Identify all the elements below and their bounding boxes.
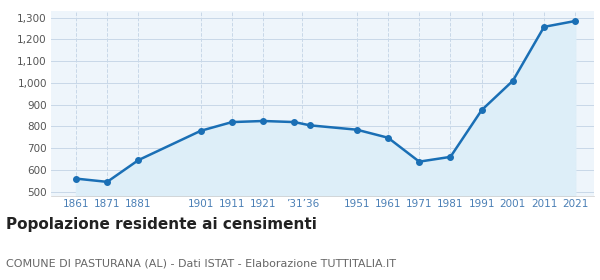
Text: COMUNE DI PASTURANA (AL) - Dati ISTAT - Elaborazione TUTTITALIA.IT: COMUNE DI PASTURANA (AL) - Dati ISTAT - … (6, 259, 396, 269)
Text: Popolazione residente ai censimenti: Popolazione residente ai censimenti (6, 217, 317, 232)
